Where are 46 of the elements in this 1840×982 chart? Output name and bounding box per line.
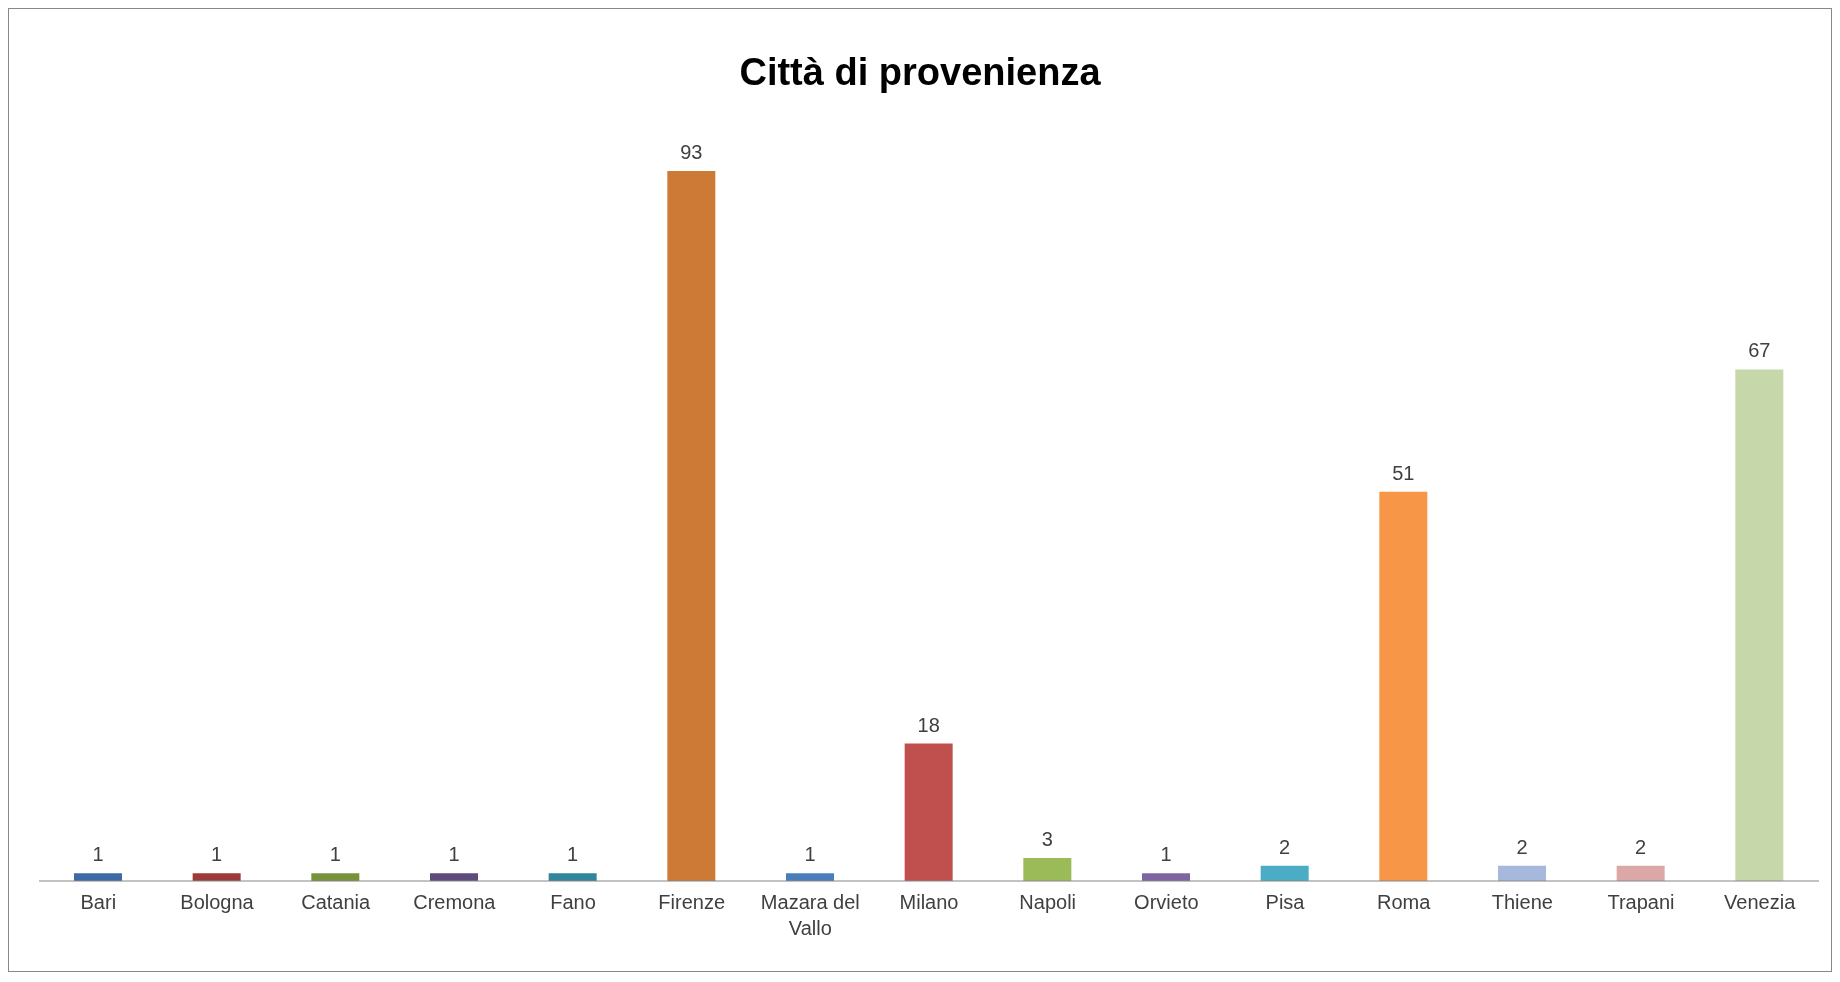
data-label: 3	[1041, 828, 1053, 851]
bar	[192, 873, 241, 881]
bar	[548, 873, 597, 881]
bar	[1023, 858, 1072, 881]
x-tick-label: Orvieto	[1134, 891, 1199, 913]
data-label: 93	[680, 141, 703, 163]
x-tick-label: Mazara del Vallo	[760, 891, 860, 939]
x-tick-label: Roma	[1376, 891, 1432, 913]
x-tick-label: Venezia	[1724, 891, 1797, 913]
bar	[786, 873, 834, 881]
bar	[1260, 865, 1309, 881]
x-tick-label: Fano	[550, 891, 596, 913]
data-label: 2	[1635, 835, 1647, 858]
bar	[74, 873, 122, 881]
bar	[667, 171, 716, 881]
data-label: 1	[448, 843, 460, 866]
bar	[430, 873, 478, 881]
bar	[1616, 865, 1665, 881]
chart-title: Città di provenienza	[738, 50, 1102, 95]
data-label: 2	[1279, 835, 1291, 858]
bar	[1142, 873, 1190, 881]
data-label: 51	[1392, 461, 1415, 484]
data-label: 1	[1160, 843, 1172, 866]
bar	[904, 743, 953, 881]
x-tick-label: Trapani	[1607, 891, 1675, 913]
bar	[1379, 491, 1428, 881]
data-label: 2	[1516, 835, 1528, 858]
x-tick-label: Firenze	[658, 891, 726, 913]
data-label: 1	[329, 843, 341, 866]
x-tick-label: Napoli	[1019, 891, 1077, 913]
x-tick-label: Catania	[301, 891, 372, 913]
x-tick-label: Bari	[80, 891, 117, 913]
data-label: 1	[211, 843, 223, 866]
data-label: 1	[567, 843, 579, 866]
bar	[1735, 369, 1784, 881]
data-label: 1	[92, 843, 104, 866]
x-tick-label: Milano	[899, 891, 959, 913]
data-label: 1	[804, 843, 816, 866]
x-tick-label: Cremona	[413, 891, 497, 913]
bar	[311, 873, 360, 881]
x-tick-label: Pisa	[1265, 891, 1306, 913]
data-label: 18	[917, 713, 940, 736]
data-label: 67	[1748, 339, 1771, 362]
x-tick-label: Thiene	[1491, 891, 1553, 913]
x-tick-label: Bologna	[180, 891, 255, 913]
bar	[1498, 865, 1546, 881]
